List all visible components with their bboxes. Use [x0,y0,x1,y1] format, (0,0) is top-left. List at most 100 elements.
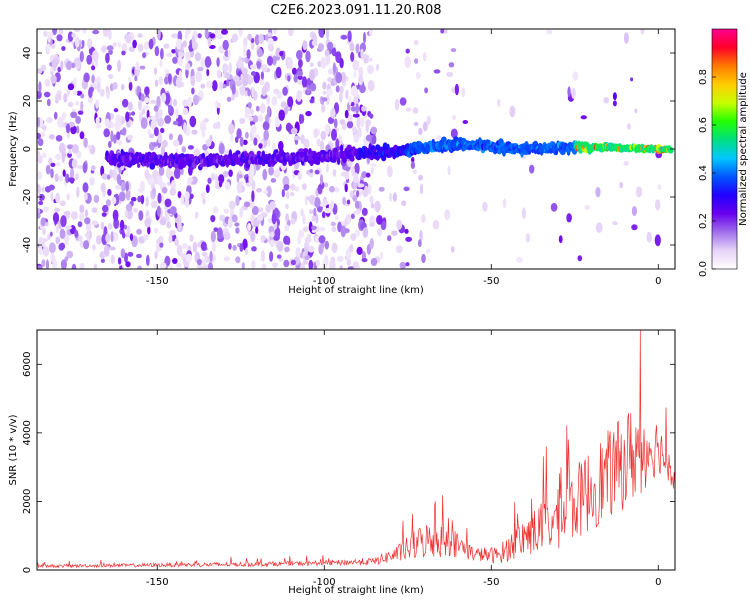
spectrogram-cell [314,196,321,208]
spectrogram-cell [333,118,338,128]
spectrogram-cell [327,68,335,75]
spectrogram-cell [123,224,128,230]
spectrogram-cell [251,190,255,203]
spectrogram-cell [164,69,170,74]
spectrogram-cell [154,46,160,57]
spectrogram-cell [107,223,113,230]
spectrogram-cell [246,49,251,59]
spectrogram-cell [37,170,42,181]
spectrogram-cell [355,43,360,54]
spectrogram-cell [243,201,251,208]
spectrogram-cell [158,166,165,176]
spectrogram-cell [116,131,121,141]
spectrogram-cell [37,138,44,147]
spectrogram-cell [214,29,220,35]
spectrogram-cell [320,57,327,69]
spectrogram-cell [328,185,335,193]
spectrogram-cell [368,57,373,62]
spectrogram-cell [172,56,178,64]
spectrogram-cell [207,177,212,184]
spectrogram-cell [297,75,303,80]
spectrogram-cell [207,37,212,47]
snr-x-ticks: -150 -100 -50 0 [146,330,661,588]
spectrogram-cell [218,180,223,188]
spectrogram-cell [270,178,277,183]
spectrogram-cell [250,71,257,76]
spectrogram-cell [216,121,221,130]
spectrogram-cell [74,36,80,48]
spectrogram-cell [199,266,206,269]
spectrogram-cell [405,262,410,267]
spectrogram-cell [58,29,64,35]
spectrogram-cell [71,62,76,69]
spectrogram-cell [208,153,213,159]
spectrogram-cell [302,40,308,51]
spectrogram-cell [370,258,378,266]
spectrogram-cell [110,231,114,243]
spectrogram-cell [245,131,249,139]
spectrogram-cell [339,144,344,153]
spectrogram-cell [446,71,454,77]
spectrogram-cell [359,84,366,94]
spectrogram-cell [306,233,312,239]
spectrogram-cell [239,117,246,125]
spectrogram-cell [295,246,301,259]
spectrogram-cell [182,107,189,116]
spectrogram-cell [335,215,339,221]
spectrogram-cell [227,49,231,59]
spectrogram-cell [258,143,263,149]
spectrogram-cell [66,88,70,97]
spectrogram-cell [228,123,235,135]
spectrogram-cell [71,263,77,269]
spectrogram-cell [152,142,159,147]
spectrogram-cell [55,161,61,167]
spectrogram-cell [365,122,369,133]
spectrogram-cell [369,238,374,250]
spectrogram-cell [418,127,423,136]
spectrogram-cell [108,246,116,251]
spectrogram-cell [255,226,259,234]
spectrogram-cell [298,113,303,125]
spectrogram-cell [179,253,187,258]
spectrogram-cell [171,49,176,54]
spectrogram-cell [170,206,177,215]
spectrogram-cell [635,186,643,198]
spectrogram-cell [102,204,109,213]
spectrogram-cell [168,133,173,141]
spectrogram-cell [129,233,134,241]
spectrogram-cell [631,206,638,216]
spectrogram-cell [487,139,491,145]
spectrogram-cell [266,185,272,198]
spectrogram-cell [283,184,290,191]
spectrogram-cell [183,122,187,134]
spectrogram-cell [132,39,137,49]
spectrogram-cell [185,197,190,208]
spectrogram-cell [286,236,291,246]
spectrogram-cell [155,109,159,122]
spectrogram-cell [422,121,428,132]
spectrogram-cell [239,85,246,96]
spectrogram-cell [349,190,354,198]
spectrogram-cell [74,229,79,238]
spectrogram-cell [100,258,105,263]
spectrogram-cell [285,191,290,199]
spectrogram-cell [37,184,41,195]
spectrogram-cell [128,46,135,52]
spectrogram-cell [248,116,254,122]
spectrogram-cell [304,246,309,256]
spectrogram-cell [235,195,240,206]
spectrogram-y-axis-label: Frequency (Hz) [8,111,19,187]
spectrogram-cell [447,165,451,176]
spectrogram-cell [37,212,41,219]
spectrogram-cell [226,79,230,87]
spectrogram-cell [297,172,303,180]
spectrogram-cell [77,165,84,170]
spectrogram-cell [356,246,363,255]
spectrogram-cell [137,163,141,169]
spectrogram-cell [232,75,240,82]
spectrogram-cell [223,208,229,214]
spectrogram-cell [216,34,224,40]
spectrogram-cell [335,85,340,93]
spectrogram-cell [301,76,308,88]
spectrogram-cell [186,29,191,35]
